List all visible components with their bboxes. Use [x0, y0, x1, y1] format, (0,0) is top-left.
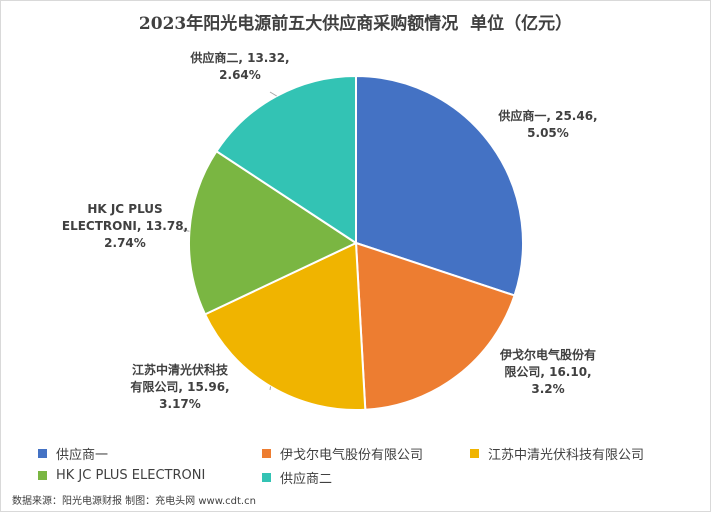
leader-line [269, 386, 272, 391]
leader-line [269, 91, 277, 97]
legend-item: 供应商二 [262, 468, 332, 487]
leader-line [182, 229, 190, 232]
pie-slice [215, 74, 357, 245]
source-footer: 数据来源：阳光电源财报 制图：充电头网 www.cdt.cn [12, 496, 256, 507]
pie-slice [355, 74, 524, 297]
legend-label: 伊戈尔电气股份有限公司 [280, 448, 424, 463]
legend-item: 江苏中清光伏科技有限公司 [470, 444, 644, 463]
legend-label: HK JC PLUS ELECTRONI [56, 468, 206, 483]
legend-swatch [262, 449, 271, 458]
data-label: 江苏中清光伏科技有限公司, 15.96, 3.17% [130, 362, 229, 411]
legend-swatch [38, 471, 47, 480]
data-label: HK JC PLUS ELECTRONI, 13.78, 2.74% [62, 202, 188, 250]
data-label: 伊戈尔电气股份有限公司, 16.10, 3.2% [499, 347, 596, 396]
legend-swatch [470, 449, 479, 458]
legend-label: 供应商二 [280, 472, 333, 487]
legend-label: 江苏中清光伏科技有限公司 [488, 448, 645, 463]
legend-item: HK JC PLUS ELECTRONI [38, 468, 205, 483]
pie-slice [354, 241, 516, 411]
pie-slice [188, 149, 359, 316]
legend-item: 伊戈尔电气股份有限公司 [262, 444, 423, 463]
data-label: 供应商一, 25.46, 5.05% [497, 108, 597, 140]
pie-slice [203, 241, 367, 411]
chart-title: 2023年阳光电源前五大供应商采购额情况 单位（亿元） [138, 14, 573, 34]
legend-label: 供应商一 [56, 448, 109, 463]
legend-item: 供应商一 [38, 444, 108, 463]
data-label: 供应商二, 13.32, 2.64% [189, 50, 289, 82]
legend-swatch [38, 449, 47, 458]
legend-swatch [262, 473, 271, 482]
